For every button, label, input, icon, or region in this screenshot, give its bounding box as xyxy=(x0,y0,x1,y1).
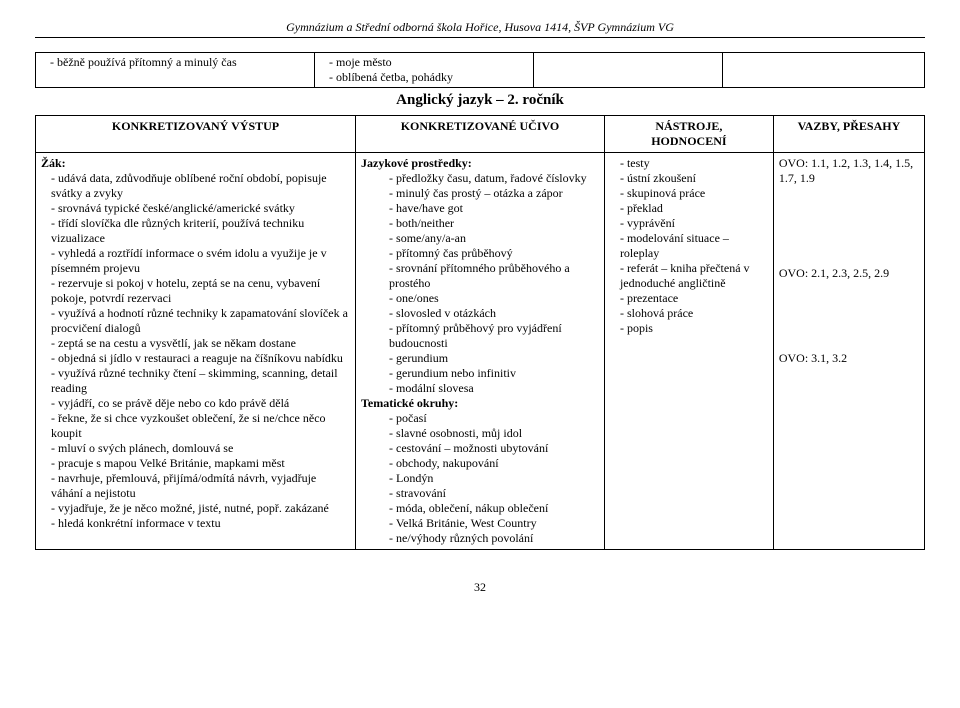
topic-item: počasí xyxy=(389,411,599,426)
lang-means-item: slovosled v otázkách xyxy=(389,306,599,321)
topic-item: cestování – možnosti ubytování xyxy=(389,441,599,456)
tool-item: modelování situace – roleplay xyxy=(620,231,768,261)
th-output: KONKRETIZOVANÝ VÝSTUP xyxy=(36,116,356,153)
lang-means-item: minulý čas prostý – otázka a zápor xyxy=(389,186,599,201)
tool-item: překlad xyxy=(620,201,768,216)
topic-item: ne/výhody různých povolání xyxy=(389,531,599,546)
output-item: zeptá se na cestu a vysvětlí, jak se něk… xyxy=(51,336,350,351)
ovo-2: OVO: 2.1, 2.3, 2.5, 2.9 xyxy=(779,266,919,281)
output-item: navrhuje, přemlouvá, přijímá/odmítá návr… xyxy=(51,471,350,501)
tool-item: skupinová práce xyxy=(620,186,768,201)
output-item: vyjadřuje, že je něco možné, jisté, nutn… xyxy=(51,501,350,516)
lang-means-item: both/neither xyxy=(389,216,599,231)
student-lead: Žák: xyxy=(41,156,350,171)
cell-tools: testyústní zkoušenískupinová prácepřekla… xyxy=(604,153,773,550)
tool-item: popis xyxy=(620,321,768,336)
ovo-3: OVO: 3.1, 3.2 xyxy=(779,351,919,366)
lang-means-item: přítomný čas průběhový xyxy=(389,246,599,261)
lang-means-item: have/have got xyxy=(389,201,599,216)
lang-means-item: předložky času, datum, řadové číslovky xyxy=(389,171,599,186)
tool-item: slohová práce xyxy=(620,306,768,321)
topic-item: móda, oblečení, nákup oblečení xyxy=(389,501,599,516)
top-left-item: běžně používá přítomný a minulý čas xyxy=(50,55,310,70)
output-item: řekne, že si chce vyzkoušet oblečení, že… xyxy=(51,411,350,441)
th-curriculum: KONKRETIZOVANÉ UČIVO xyxy=(356,116,605,153)
lang-means-item: srovnání přítomného průběhového a prosté… xyxy=(389,261,599,291)
output-item: pracuje s mapou Velké Británie, mapkami … xyxy=(51,456,350,471)
output-item: srovnává typické české/anglické/americké… xyxy=(51,201,350,216)
lang-means-item: gerundium xyxy=(389,351,599,366)
tool-item: prezentace xyxy=(620,291,768,306)
output-item: využívá různé techniky čtení – skimming,… xyxy=(51,366,350,396)
output-item: využívá a hodnotí různé techniky k zapam… xyxy=(51,306,350,336)
output-item: udává data, zdůvodňuje oblíbené roční ob… xyxy=(51,171,350,201)
topic-item: Londýn xyxy=(389,471,599,486)
ovo-1: OVO: 1.1, 1.2, 1.3, 1.4, 1.5, 1.7, 1.9 xyxy=(779,156,919,186)
lang-means-item: one/ones xyxy=(389,291,599,306)
output-item: vyhledá a roztřídí informace o svém idol… xyxy=(51,246,350,276)
tool-item: vyprávění xyxy=(620,216,768,231)
tool-item: testy xyxy=(620,156,768,171)
lang-means-item: some/any/a-an xyxy=(389,231,599,246)
topic-item: stravování xyxy=(389,486,599,501)
top-mid-item-1: moje město xyxy=(329,55,529,70)
tool-item: referát – kniha přečtená v jednoduché an… xyxy=(620,261,768,291)
topic-item: slavné osobnosti, můj idol xyxy=(389,426,599,441)
output-item: vyjádří, co se právě děje nebo co kdo pr… xyxy=(51,396,350,411)
lang-means-item: přítomný průběhový pro vyjádření budoucn… xyxy=(389,321,599,351)
output-item: mluví o svých plánech, domlouvá se xyxy=(51,441,350,456)
output-item: třídí slovíčka dle různých kriterií, pou… xyxy=(51,216,350,246)
output-item: hledá konkrétní informace v textu xyxy=(51,516,350,531)
lang-means-item: modální slovesa xyxy=(389,381,599,396)
th-tools: NÁSTROJE,HODNOCENÍ xyxy=(604,116,773,153)
lang-means-item: gerundium nebo infinitiv xyxy=(389,366,599,381)
top-row: běžně používá přítomný a minulý čas moje… xyxy=(35,52,925,88)
output-item: objedná si jídlo v restauraci a reaguje … xyxy=(51,351,350,366)
top-mid-item-2: oblíbená četba, pohádky xyxy=(329,70,529,85)
curriculum-table: KONKRETIZOVANÝ VÝSTUP KONKRETIZOVANÉ UČI… xyxy=(35,115,925,550)
tool-item: ústní zkoušení xyxy=(620,171,768,186)
cell-output: Žák: udává data, zdůvodňuje oblíbené roč… xyxy=(36,153,356,550)
topic-item: Velká Británie, West Country xyxy=(389,516,599,531)
output-item: rezervuje si pokoj v hotelu, zeptá se na… xyxy=(51,276,350,306)
topic-item: obchody, nakupování xyxy=(389,456,599,471)
th-links: VAZBY, PŘESAHY xyxy=(773,116,924,153)
cell-links: OVO: 1.1, 1.2, 1.3, 1.4, 1.5, 1.7, 1.9 O… xyxy=(773,153,924,550)
topics-heading: Tematické okruhy: xyxy=(361,396,599,411)
page-number: 32 xyxy=(35,580,925,595)
cell-curriculum: Jazykové prostředky: předložky času, dat… xyxy=(356,153,605,550)
page-header: Gymnázium a Střední odborná škola Hořice… xyxy=(35,20,925,38)
section-title: Anglický jazyk – 2. ročník xyxy=(35,92,925,109)
lang-means-heading: Jazykové prostředky: xyxy=(361,156,599,171)
